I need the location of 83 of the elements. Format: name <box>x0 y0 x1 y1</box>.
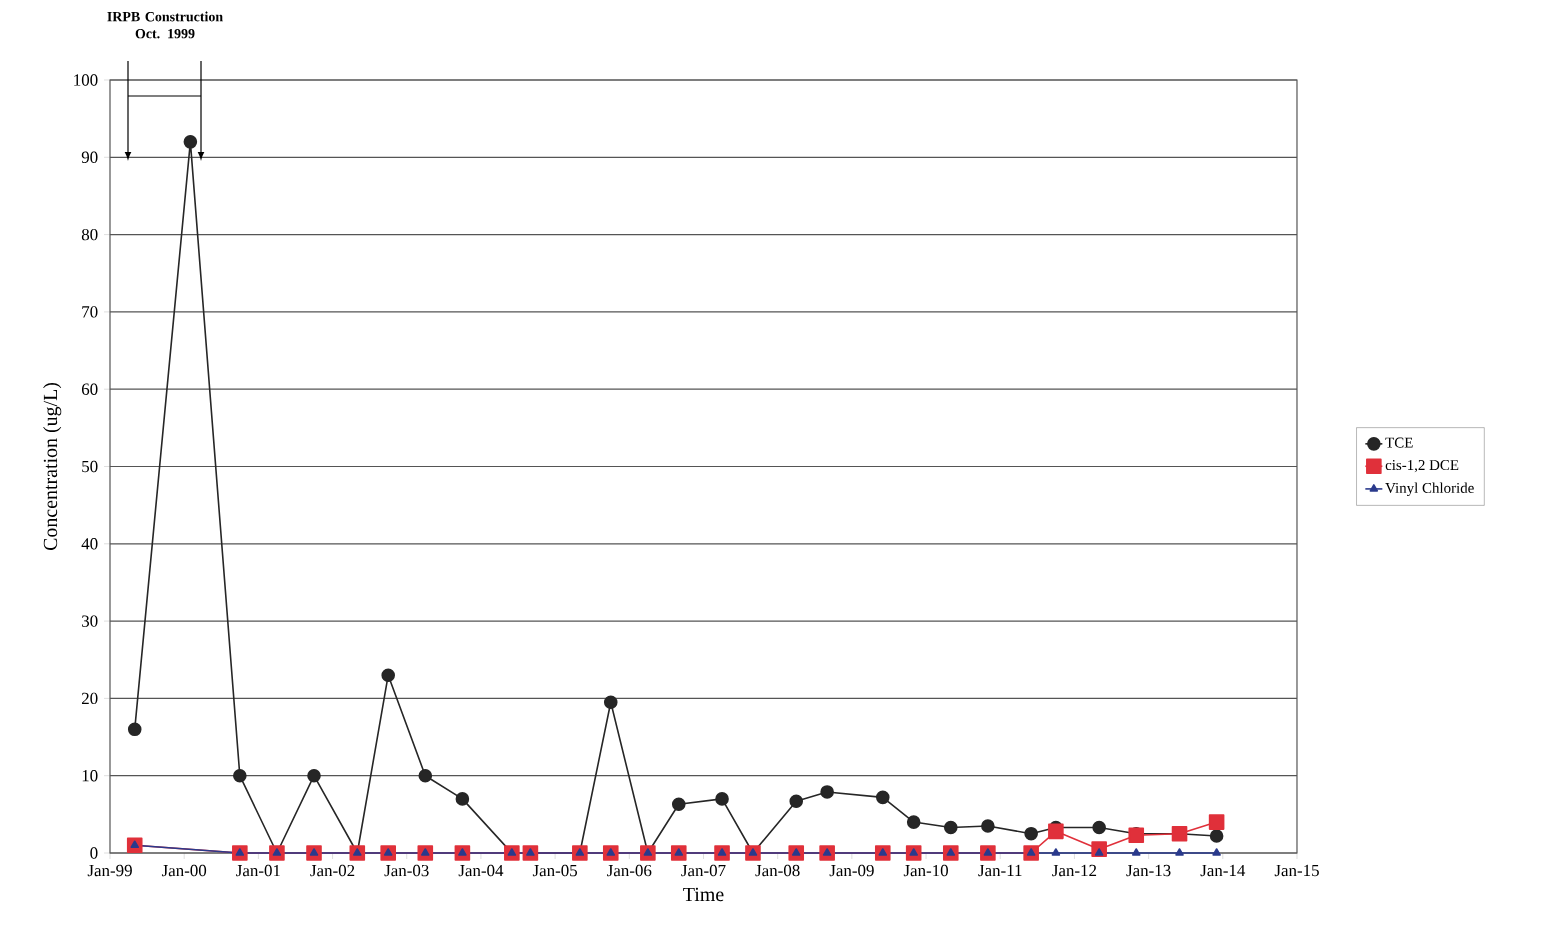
legend-label: Vinyl Chloride <box>1385 482 1474 497</box>
y-tick-label: 20 <box>81 692 98 705</box>
point <box>603 695 618 710</box>
point <box>1048 823 1064 840</box>
y-tick-label: 100 <box>74 74 98 86</box>
x-axis-title: Time <box>683 887 724 902</box>
point <box>789 794 804 809</box>
point <box>455 792 470 806</box>
point <box>1092 820 1106 835</box>
y-tick-label: 30 <box>82 615 98 627</box>
x-tick-label: Jan-10 <box>903 864 948 877</box>
x-tick-label: Jan-05 <box>532 864 578 877</box>
point <box>235 848 245 856</box>
point <box>717 848 727 856</box>
point <box>748 848 758 856</box>
x-tick-label: Jan-04 <box>458 864 504 877</box>
x-tick-label: Jan-15 <box>1274 864 1319 877</box>
point <box>1212 848 1221 856</box>
y-tick-label: 80 <box>81 228 98 241</box>
x-tick-label: Jan-00 <box>161 864 207 877</box>
y-tick-label: 60 <box>81 383 98 395</box>
point <box>643 848 653 856</box>
point <box>1094 848 1104 856</box>
point <box>309 848 319 856</box>
point <box>183 135 198 149</box>
legend-label: cis-1,2 DCE <box>1385 460 1459 473</box>
point <box>1209 829 1224 843</box>
y-tick-label: 0 <box>90 847 98 859</box>
point <box>715 792 729 806</box>
point <box>946 848 956 856</box>
point <box>1051 848 1061 856</box>
x-tick-label: Jan-08 <box>755 864 800 877</box>
x-tick-label: Jan-12 <box>1052 864 1097 877</box>
point <box>127 722 142 737</box>
point <box>421 848 430 856</box>
x-tick-label: Jan-02 <box>310 864 355 877</box>
point <box>878 848 888 856</box>
point <box>1024 826 1038 841</box>
x-tick-label: Jan-11 <box>978 864 1022 877</box>
point <box>418 768 433 783</box>
x-tick-label: Jan-06 <box>607 864 652 877</box>
point <box>233 768 247 783</box>
text: IRPB Construction Oct. 1999 <box>107 11 223 39</box>
point <box>909 848 918 856</box>
point <box>820 785 834 799</box>
y-tick-label: 10 <box>82 769 98 782</box>
point <box>674 848 684 856</box>
point <box>575 848 585 856</box>
point <box>272 848 282 856</box>
x-tick-label: Jan-07 <box>681 864 726 877</box>
point <box>381 668 395 683</box>
point <box>1175 848 1184 856</box>
point <box>1131 848 1141 856</box>
point <box>383 848 393 856</box>
point <box>943 820 958 835</box>
y-tick-label: 50 <box>82 460 98 473</box>
point <box>1208 814 1225 830</box>
x-tick-label: Jan-13 <box>1126 864 1171 877</box>
point <box>981 819 995 833</box>
point <box>671 797 686 812</box>
point <box>353 848 362 856</box>
point <box>906 815 921 829</box>
point <box>526 848 535 856</box>
x-tick-label: Jan-03 <box>384 864 429 877</box>
y-tick-label: 40 <box>81 538 98 550</box>
y-tick-label: 90 <box>81 151 98 164</box>
x-tick-label: Jan-09 <box>829 864 874 877</box>
point <box>791 848 801 856</box>
x-tick-label: Jan-01 <box>236 864 280 877</box>
x-tick-label: Jan-14 <box>1200 864 1246 877</box>
y-axis-title: Concentration (ug/L) <box>43 382 62 551</box>
point <box>875 790 890 805</box>
x-tick-label: Jan-99 <box>87 864 132 877</box>
point <box>458 848 467 856</box>
point <box>507 848 517 856</box>
y-tick-label: 70 <box>82 306 98 318</box>
point <box>307 768 321 783</box>
point <box>822 848 832 856</box>
point <box>983 848 993 856</box>
point <box>1026 848 1036 856</box>
point <box>606 848 616 856</box>
point <box>130 840 139 849</box>
legend-label: TCE <box>1385 437 1413 448</box>
